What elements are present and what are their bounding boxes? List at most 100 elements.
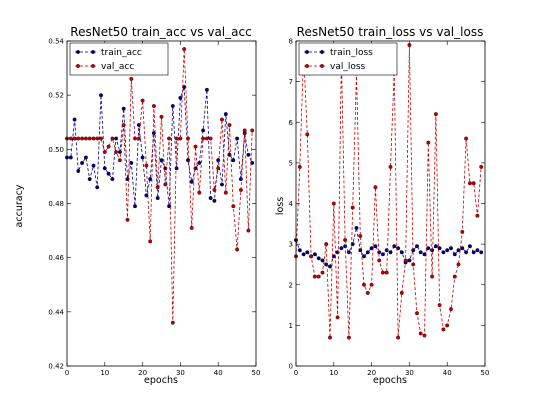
data-point bbox=[140, 155, 145, 160]
data-point bbox=[452, 274, 457, 279]
data-point bbox=[377, 250, 382, 255]
legend-marker bbox=[320, 50, 324, 54]
data-point bbox=[365, 250, 370, 255]
data-point bbox=[95, 136, 100, 141]
data-point bbox=[204, 87, 209, 92]
y-tick-label: 4 bbox=[289, 200, 294, 208]
data-point bbox=[129, 76, 134, 81]
data-point bbox=[212, 198, 217, 203]
data-point bbox=[433, 112, 438, 117]
data-point bbox=[68, 136, 73, 141]
data-point bbox=[316, 274, 321, 279]
data-point bbox=[80, 136, 85, 141]
data-point bbox=[125, 217, 130, 222]
data-point bbox=[339, 246, 344, 251]
data-point bbox=[136, 123, 141, 127]
data-point bbox=[475, 248, 480, 253]
legend-label: val_acc bbox=[101, 62, 134, 72]
data-point bbox=[76, 169, 81, 173]
x-tick-label: 0 bbox=[65, 369, 69, 377]
data-point bbox=[320, 258, 325, 263]
data-point bbox=[445, 323, 450, 328]
data-point bbox=[445, 248, 450, 253]
legend-marker bbox=[305, 50, 309, 54]
data-point bbox=[87, 177, 92, 182]
y-tick-label: 0.42 bbox=[48, 363, 64, 371]
data-point bbox=[437, 303, 442, 308]
y-tick-label: 5 bbox=[289, 159, 293, 167]
data-point bbox=[72, 136, 77, 141]
data-point bbox=[235, 136, 240, 141]
data-point bbox=[133, 204, 137, 209]
data-point bbox=[388, 164, 393, 169]
chart-title: ResNet50 train_loss vs val_loss bbox=[297, 25, 484, 39]
data-point bbox=[422, 333, 427, 338]
data-point bbox=[312, 274, 317, 279]
data-point bbox=[411, 262, 416, 267]
legend: train_loss val_loss bbox=[298, 42, 398, 76]
x-tick-label: 50 bbox=[481, 369, 490, 377]
accuracy-chart: ResNet50 train_acc vs val_acc epochs acc… bbox=[14, 25, 260, 386]
data-point bbox=[95, 185, 100, 190]
data-point bbox=[170, 104, 175, 108]
legend-marker bbox=[305, 64, 309, 68]
data-point bbox=[201, 128, 206, 133]
data-point bbox=[102, 150, 107, 154]
data-point bbox=[456, 248, 461, 253]
data-point bbox=[467, 244, 472, 249]
data-point bbox=[328, 335, 332, 340]
legend-box bbox=[69, 42, 169, 76]
data-point bbox=[407, 258, 412, 263]
data-point bbox=[106, 144, 111, 149]
y-tick-label: 0.46 bbox=[48, 254, 64, 262]
data-point bbox=[121, 123, 126, 127]
data-point bbox=[312, 252, 317, 257]
data-point bbox=[324, 242, 329, 247]
data-point bbox=[189, 179, 194, 184]
data-point bbox=[328, 264, 332, 269]
legend-box bbox=[298, 42, 398, 76]
data-point bbox=[343, 238, 348, 243]
legend-label: train_acc bbox=[101, 48, 142, 58]
data-point bbox=[148, 177, 153, 182]
x-tick-label: 30 bbox=[176, 369, 185, 377]
chart-title: ResNet50 train_acc vs val_acc bbox=[70, 25, 251, 39]
data-point bbox=[384, 270, 389, 275]
data-point bbox=[117, 158, 122, 163]
x-tick-label: 0 bbox=[294, 369, 298, 377]
data-point bbox=[331, 201, 336, 206]
data-point bbox=[369, 282, 374, 287]
data-point bbox=[170, 320, 175, 325]
data-point bbox=[133, 136, 137, 141]
data-point bbox=[114, 150, 119, 154]
data-point bbox=[227, 123, 232, 127]
data-point bbox=[231, 158, 236, 163]
axes-frame bbox=[295, 40, 486, 367]
y-tick-label: 0.54 bbox=[48, 38, 64, 46]
legend-marker bbox=[91, 50, 95, 54]
data-point bbox=[163, 182, 168, 187]
legend-marker bbox=[76, 50, 80, 54]
data-point bbox=[301, 252, 306, 257]
x-tick-label: 10 bbox=[100, 369, 109, 377]
data-point bbox=[223, 112, 228, 117]
data-point bbox=[223, 190, 228, 195]
legend-label: train_loss bbox=[330, 48, 373, 58]
data-point bbox=[193, 144, 198, 149]
data-point bbox=[155, 185, 160, 190]
data-point bbox=[129, 160, 134, 165]
data-point bbox=[99, 136, 103, 141]
data-point bbox=[460, 229, 465, 234]
data-point bbox=[426, 140, 431, 145]
data-point bbox=[216, 166, 221, 171]
data-point bbox=[148, 239, 153, 244]
data-point bbox=[362, 282, 366, 287]
data-point bbox=[178, 95, 183, 100]
data-point bbox=[91, 163, 96, 168]
data-point bbox=[392, 244, 397, 249]
data-point bbox=[309, 254, 314, 259]
data-point bbox=[449, 246, 453, 251]
data-point bbox=[365, 290, 370, 295]
data-point bbox=[72, 117, 77, 122]
y-tick-label: 0.52 bbox=[48, 92, 64, 100]
